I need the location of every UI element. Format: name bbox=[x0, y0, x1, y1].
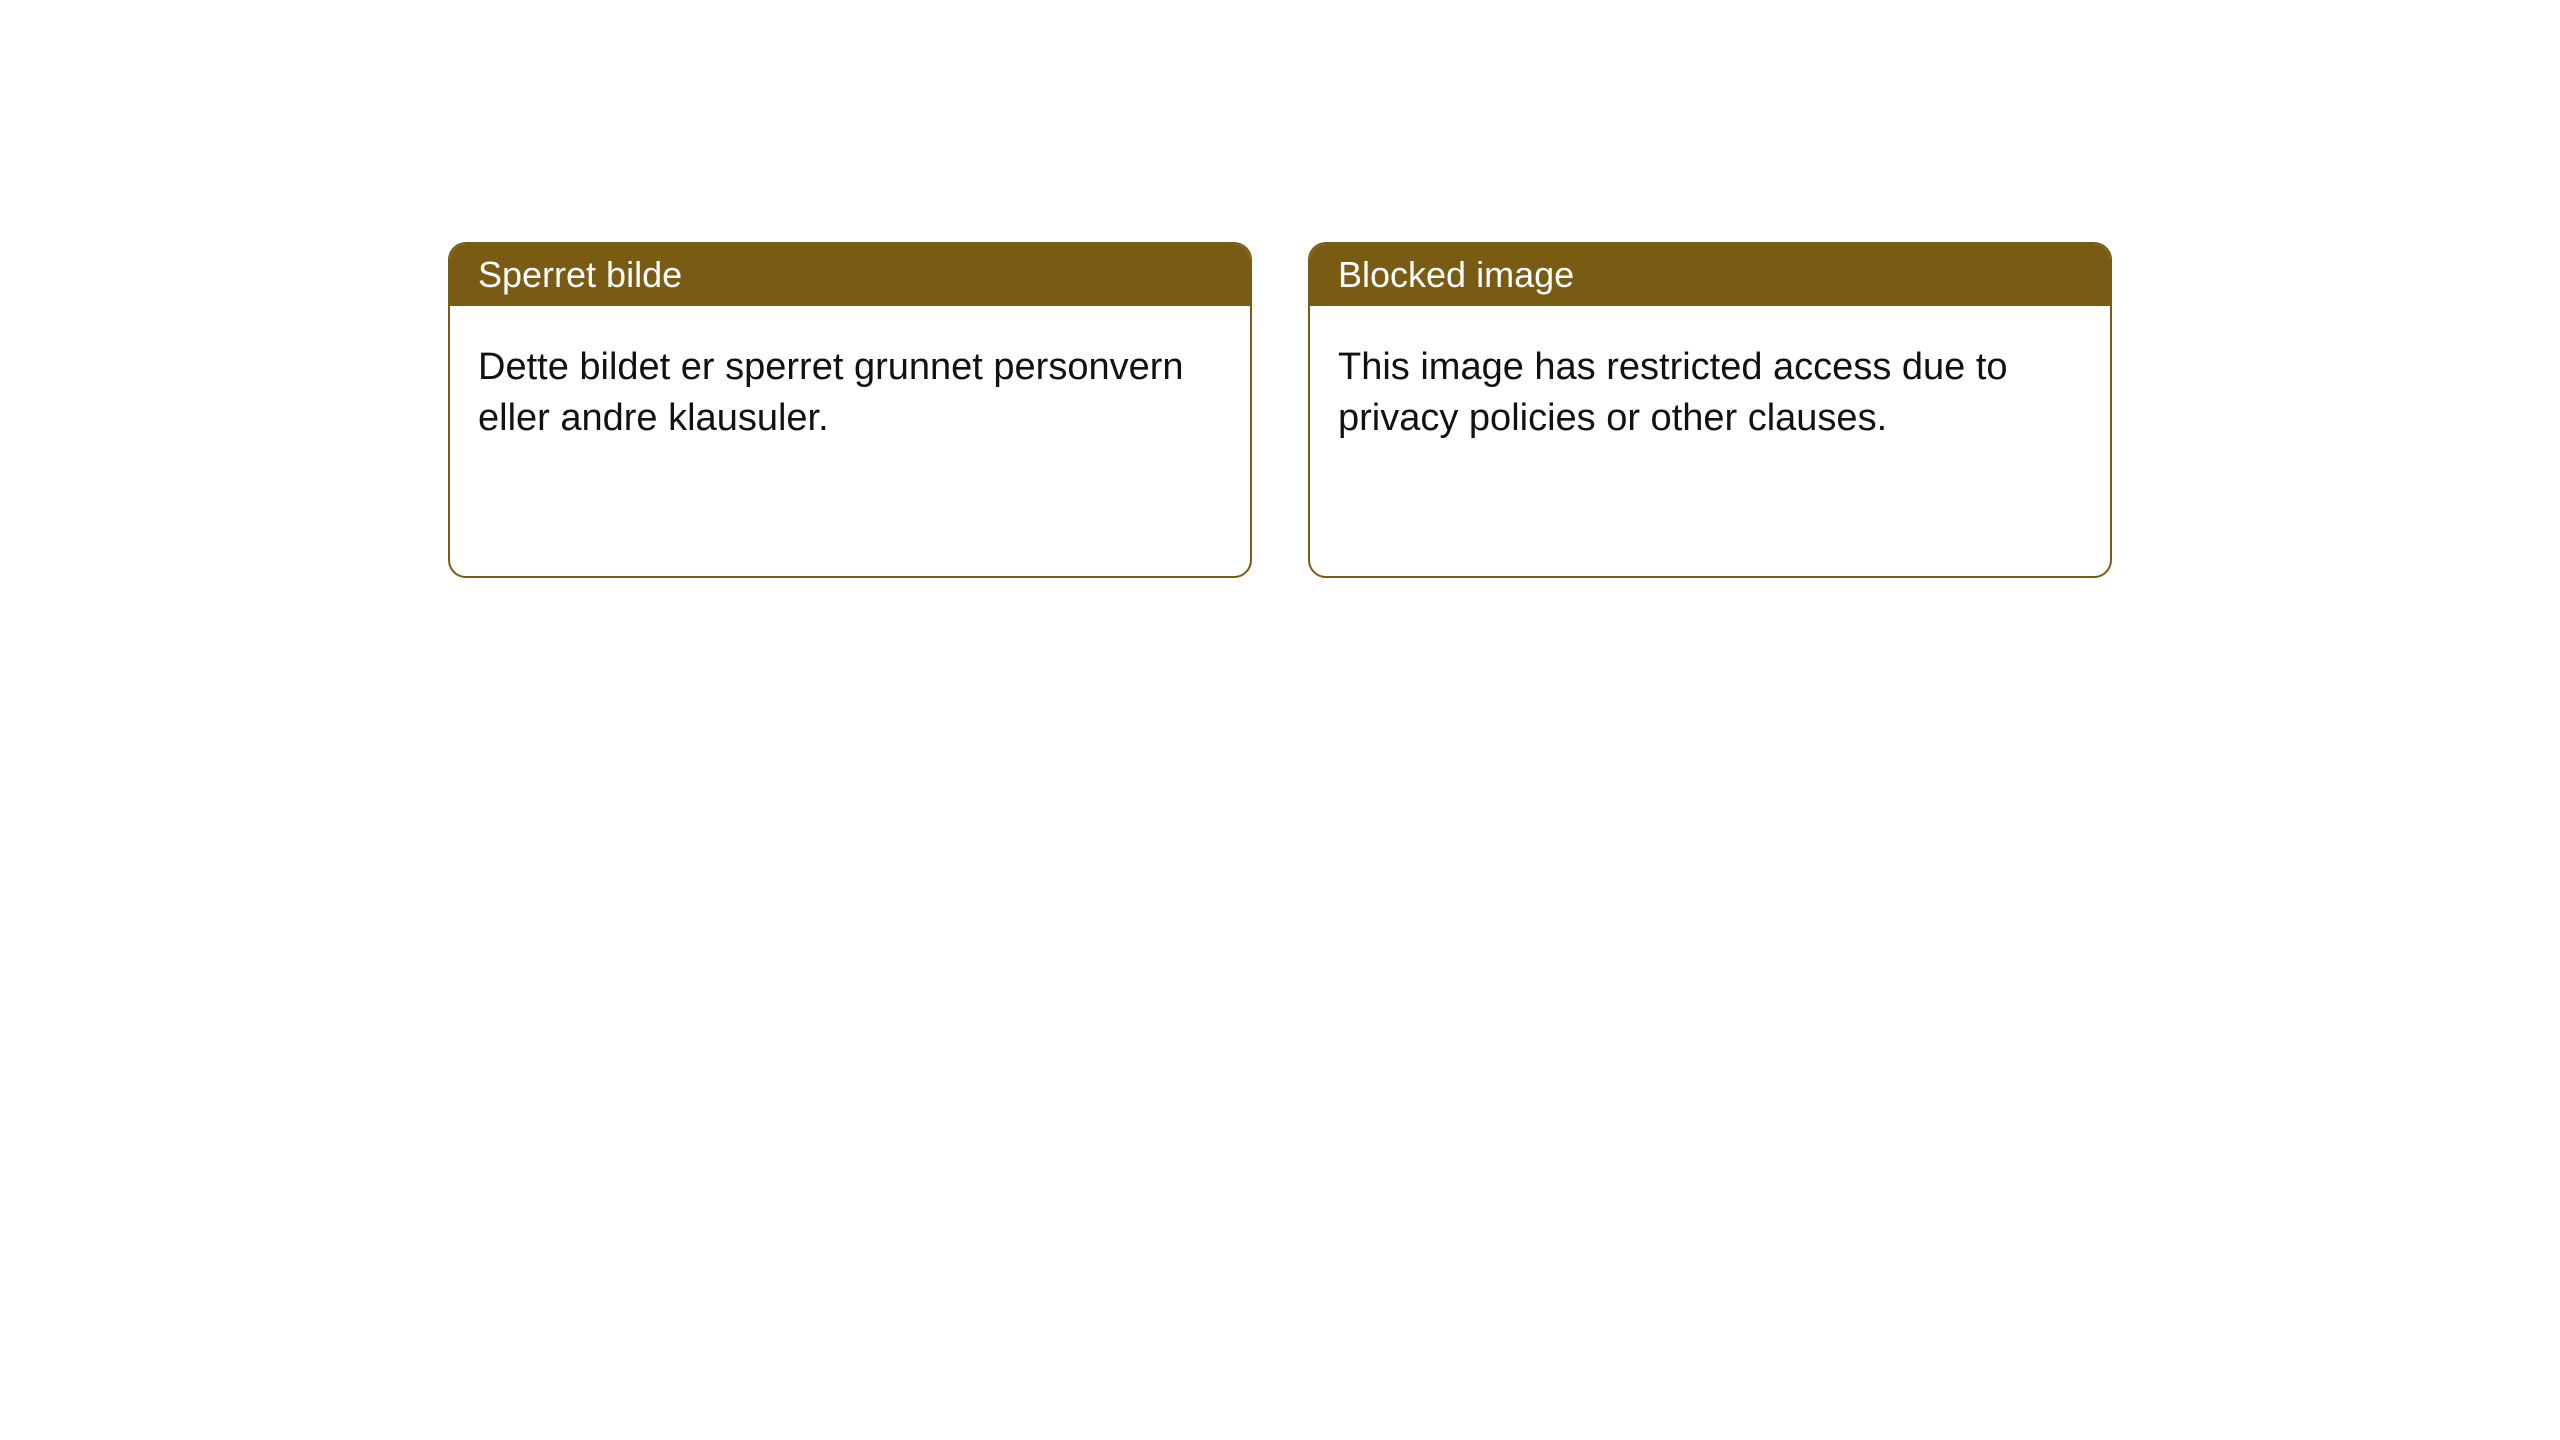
notice-card-body: Dette bildet er sperret grunnet personve… bbox=[450, 306, 1250, 481]
notice-card-no: Sperret bilde Dette bildet er sperret gr… bbox=[448, 242, 1252, 578]
notice-card-title: Blocked image bbox=[1310, 244, 2110, 306]
notice-container: Sperret bilde Dette bildet er sperret gr… bbox=[0, 0, 2560, 578]
notice-card-body: This image has restricted access due to … bbox=[1310, 306, 2110, 481]
notice-card-title: Sperret bilde bbox=[450, 244, 1250, 306]
notice-card-en: Blocked image This image has restricted … bbox=[1308, 242, 2112, 578]
